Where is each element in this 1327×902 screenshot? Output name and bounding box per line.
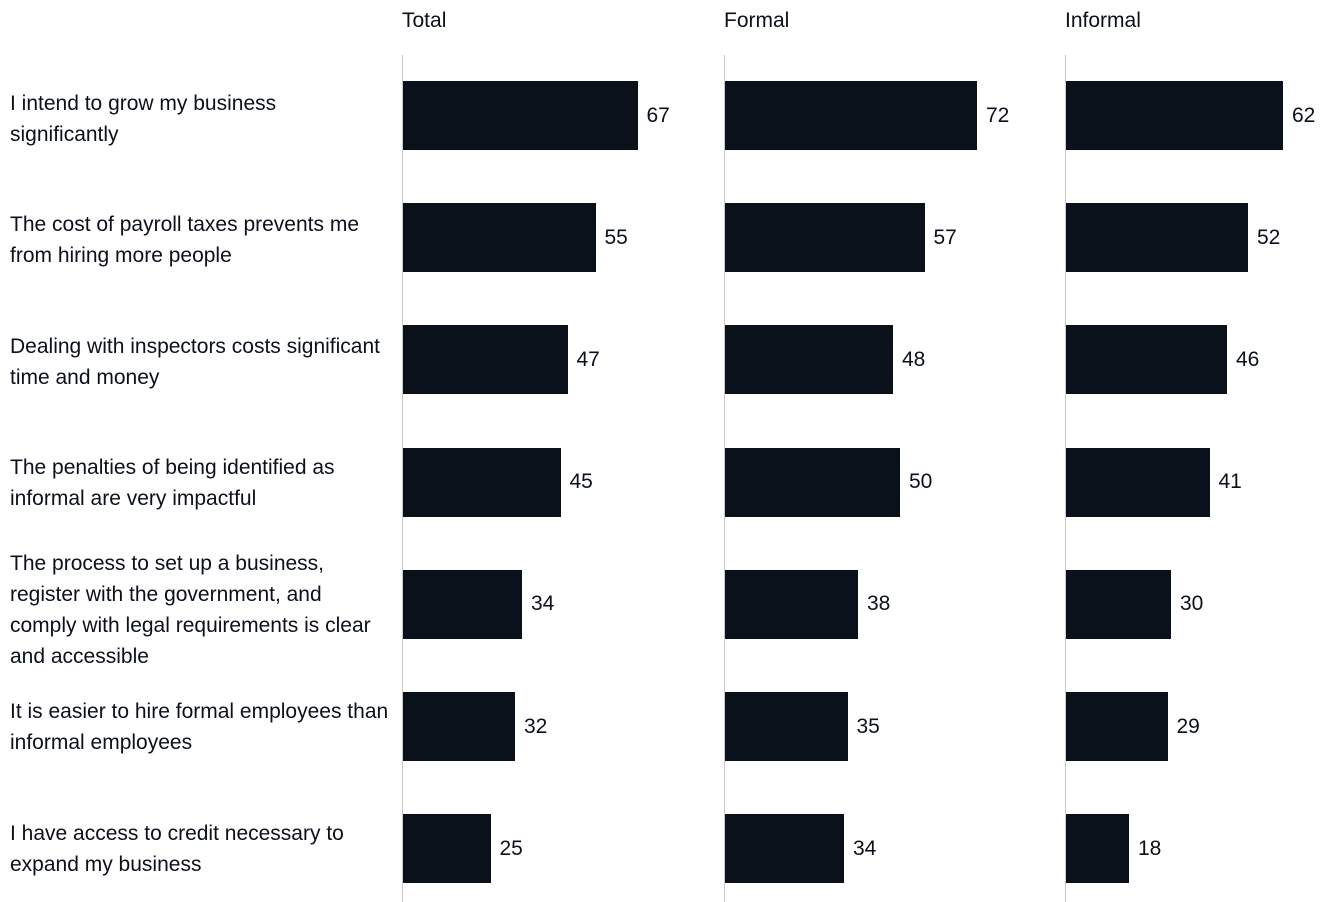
bar-value-label: 35	[856, 714, 880, 738]
category-label: I intend to grow my business significant…	[10, 92, 277, 146]
bar	[403, 81, 638, 150]
bar	[1066, 447, 1210, 517]
category-label: I have access to credit necessary to exp…	[10, 822, 344, 876]
bar-value-label: 25	[499, 836, 523, 860]
panel-baseline	[724, 55, 725, 902]
bar	[403, 325, 568, 395]
bar-value-label: 46	[1236, 347, 1260, 371]
bar	[725, 325, 893, 395]
panel-baseline	[1065, 55, 1066, 902]
bar-value-label: 45	[569, 470, 593, 494]
bar	[725, 203, 925, 273]
bar	[403, 569, 522, 639]
bar-value-label: 50	[909, 470, 933, 494]
bar-value-label: 48	[902, 347, 926, 371]
bar	[725, 814, 844, 884]
bar-value-label: 41	[1218, 470, 1242, 494]
bar-value-label: 62	[1292, 103, 1316, 127]
panel-baseline	[402, 55, 403, 902]
bar	[1066, 814, 1129, 884]
bar	[403, 447, 561, 517]
bar-value-label: 38	[867, 592, 891, 616]
bar-value-label: 67	[646, 103, 670, 127]
bar	[1066, 325, 1227, 395]
category-label: The cost of payroll taxes prevents me fr…	[10, 213, 359, 267]
bar-value-label: 29	[1176, 714, 1200, 738]
panel-title-formal: Formal	[724, 9, 790, 32]
category-label: It is easier to hire formal employees th…	[10, 700, 389, 754]
category-label: The penalties of being identified as inf…	[10, 456, 335, 510]
panel-title-informal: Informal	[1065, 9, 1141, 32]
bar	[1066, 203, 1248, 273]
bar-value-label: 34	[853, 836, 877, 860]
bar-value-label: 72	[986, 103, 1010, 127]
bar	[1066, 692, 1168, 761]
bar-value-label: 55	[604, 225, 628, 249]
category-label: Dealing with inspectors costs significan…	[10, 335, 381, 389]
bar	[725, 81, 977, 150]
bar	[403, 203, 596, 273]
bar	[403, 814, 491, 884]
bar	[725, 692, 848, 761]
bar	[1066, 569, 1171, 639]
panel-title-total: Total	[402, 9, 447, 32]
bar-value-label: 18	[1138, 836, 1162, 860]
bar-value-label: 57	[933, 225, 957, 249]
bar-value-label: 47	[576, 347, 600, 371]
bar-value-label: 34	[531, 592, 555, 616]
category-label: The process to set up a business, regist…	[10, 552, 371, 668]
bar	[725, 569, 858, 639]
bar-value-label: 30	[1180, 592, 1204, 616]
bar	[725, 447, 900, 517]
bar-value-label: 52	[1257, 225, 1281, 249]
bar	[403, 692, 515, 761]
bar-value-label: 32	[524, 714, 548, 738]
bar	[1066, 81, 1283, 150]
